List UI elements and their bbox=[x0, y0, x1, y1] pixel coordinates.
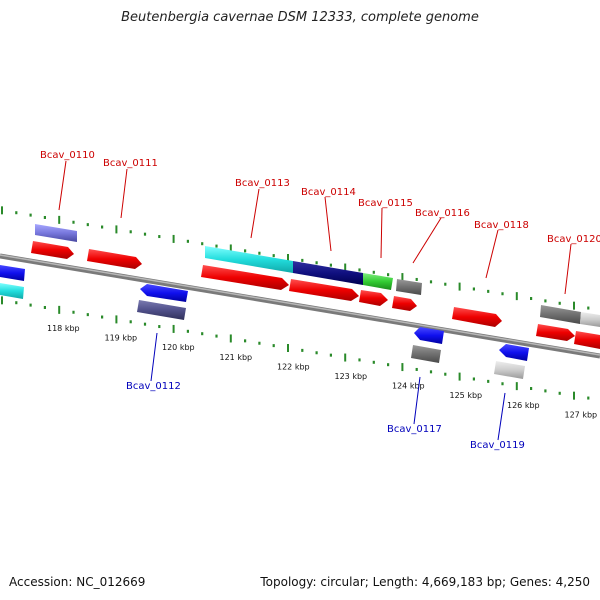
gene-arrow-forward[interactable] bbox=[574, 331, 600, 349]
map-title: Beutenbergia cavernae DSM 12333, complet… bbox=[121, 10, 479, 25]
gene-block-gray-right[interactable] bbox=[540, 305, 581, 324]
gene-label-bcav-0115[interactable]: Bcav_0115 bbox=[358, 198, 413, 209]
label-leaders bbox=[58, 160, 572, 441]
gene-arrow-reverse[interactable] bbox=[414, 327, 444, 344]
scale-label: 120 kbp bbox=[162, 343, 195, 352]
scale-label: 118 kbp bbox=[47, 324, 80, 333]
gene-arrow-reverse[interactable] bbox=[499, 344, 529, 361]
gene-label-bcav-0112[interactable]: Bcav_0112 bbox=[126, 381, 181, 392]
scale-label: 124 kbp bbox=[392, 382, 425, 391]
gene-arrow-reverse[interactable] bbox=[0, 265, 25, 281]
gene-block-navy[interactable] bbox=[293, 261, 363, 285]
gene-arrow-forward[interactable] bbox=[392, 296, 417, 311]
gene-label-bcav-0117[interactable]: Bcav_0117 bbox=[387, 424, 442, 435]
gene-arrow-forward[interactable] bbox=[201, 265, 289, 290]
gene-block-slate[interactable] bbox=[137, 300, 186, 320]
gene-label-bcav-0119[interactable]: Bcav_0119 bbox=[470, 440, 525, 451]
scale-labels: 118 kbp 119 kbp 120 kbp 121 kbp 122 kbp 123 k… bbox=[47, 324, 597, 419]
gene-block-cyan[interactable] bbox=[205, 246, 293, 273]
scale-label: 126 kbp bbox=[507, 401, 540, 410]
gene-label-bcav-0116[interactable]: Bcav_0116 bbox=[415, 208, 470, 219]
gene-arrow-reverse[interactable] bbox=[140, 284, 188, 302]
gene-labels: Bcav_0110 Bcav_0111 Bcav_0112 Bcav_0113 … bbox=[40, 150, 600, 451]
gene-arrow-reverse[interactable] bbox=[0, 283, 24, 299]
scale-label: 122 kbp bbox=[277, 362, 310, 371]
gene-block-gray-lower[interactable] bbox=[411, 345, 441, 363]
gene-arrow-forward[interactable] bbox=[359, 290, 388, 306]
gene-label-bcav-0110[interactable]: Bcav_0110 bbox=[40, 150, 95, 161]
tick-track-lower bbox=[1, 296, 590, 400]
gene-label-bcav-0114[interactable]: Bcav_0114 bbox=[301, 187, 356, 198]
gene-label-bcav-0118[interactable]: Bcav_0118 bbox=[474, 220, 529, 231]
gene-arrow-forward[interactable] bbox=[87, 249, 142, 269]
gene-block-gray[interactable] bbox=[396, 279, 422, 295]
gene-arrow-forward[interactable] bbox=[289, 279, 359, 301]
scale-label: 119 kbp bbox=[105, 334, 138, 343]
gene-arrow-forward[interactable] bbox=[536, 324, 575, 341]
scale-label: 125 kbp bbox=[450, 391, 483, 400]
genome-backbone bbox=[0, 253, 600, 359]
scale-label: 127 kbp bbox=[565, 410, 598, 419]
gene-arrow-forward[interactable] bbox=[31, 241, 74, 259]
gene-arrow-forward[interactable] bbox=[452, 307, 502, 327]
gene-label-bcav-0111[interactable]: Bcav_0111 bbox=[103, 158, 158, 169]
accession-text: Accession: NC_012669 bbox=[9, 575, 146, 589]
gene-label-bcav-0120[interactable]: Bcav_0120 bbox=[547, 234, 600, 245]
scale-label: 121 kbp bbox=[220, 353, 253, 362]
gene-block-green[interactable] bbox=[363, 273, 393, 290]
scale-label: 123 kbp bbox=[335, 372, 368, 381]
genome-backbone-highlight bbox=[0, 254, 600, 356]
gene-block-lightgray-right[interactable] bbox=[580, 312, 600, 327]
gene-features bbox=[0, 224, 600, 379]
gene-label-bcav-0113[interactable]: Bcav_0113 bbox=[235, 178, 290, 189]
gene-block-purple[interactable] bbox=[35, 224, 77, 242]
genome-summary-text: Topology: circular; Length: 4,669,183 bp… bbox=[260, 575, 590, 589]
gene-block-lightgray-lower[interactable] bbox=[494, 361, 525, 379]
